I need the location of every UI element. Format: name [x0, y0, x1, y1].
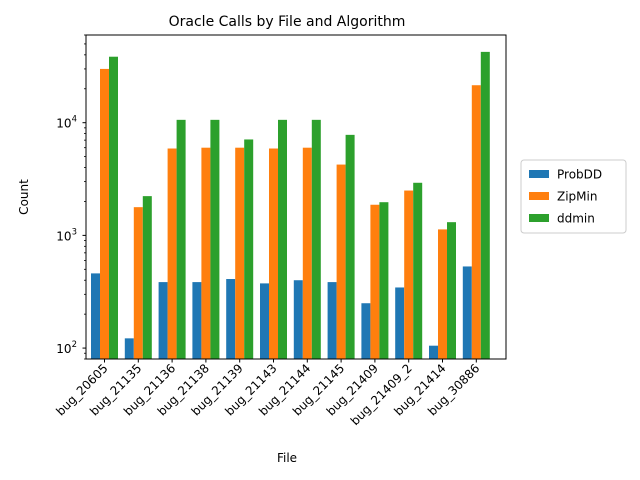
bar-probdd-bug_21409_2	[395, 287, 405, 359]
legend-swatch-zipmin	[529, 192, 549, 200]
bar-probdd-bug_21143	[260, 283, 269, 359]
y-tick-label: 102	[56, 340, 77, 356]
bar-probdd-bug_30886	[462, 266, 472, 359]
chart-title: Oracle Calls by File and Algorithm	[169, 14, 406, 30]
legend-swatch-ddmin	[529, 214, 549, 222]
bar-probdd-bug_21135	[124, 338, 134, 359]
bar-zipmin-bug_21409	[370, 204, 380, 359]
bar-ddmin-bug_21414	[447, 222, 456, 359]
legend-swatch-probdd	[529, 170, 549, 178]
bar-zipmin-bug_21139	[235, 147, 245, 359]
bar-ddmin-bug_21135	[142, 196, 152, 359]
bar-probdd-bug_21138	[192, 282, 202, 359]
bar-probdd-bug_21139	[226, 279, 236, 359]
bar-ddmin-bug_21136	[176, 119, 186, 359]
bar-zipmin-bug_21136	[167, 148, 177, 359]
x-axis-label: File	[277, 451, 297, 465]
bar-ddmin-bug_21139	[244, 139, 254, 359]
bar-ddmin-bug_21409_2	[413, 182, 423, 359]
legend-label-ddmin: ddmin	[557, 212, 595, 226]
y-axis-label: Count	[17, 179, 31, 215]
bar-ddmin-bug_20605	[109, 56, 118, 360]
bar-zipmin-bug_21144	[302, 147, 312, 359]
legend-label-zipmin: ZipMin	[557, 190, 597, 204]
bar-zipmin-bug_21409_2	[404, 190, 414, 359]
bar-probdd-bug_20605	[91, 273, 100, 359]
bar-ddmin-bug_21143	[278, 119, 287, 359]
bar-probdd-bug_21409	[361, 303, 371, 359]
bar-ddmin-bug_21138	[210, 119, 220, 359]
y-tick-label: 103	[56, 227, 77, 243]
legend: ProbDD ZipMin ddmin	[520, 159, 627, 234]
bar-probdd-bug_21145	[327, 282, 337, 359]
bar-probdd-bug_21136	[158, 282, 168, 359]
bar-zipmin-bug_30886	[471, 85, 481, 359]
bar-zipmin-bug_21414	[438, 229, 447, 359]
bar-zipmin-bug_21138	[201, 147, 211, 359]
bar-ddmin-bug_21144	[311, 119, 321, 359]
bar-probdd-bug_21414	[429, 345, 438, 359]
bar-ddmin-bug_21145	[345, 134, 355, 359]
bar-zipmin-bug_20605	[100, 68, 109, 360]
bar-zipmin-bug_21135	[133, 207, 143, 359]
plot-frame	[85, 34, 507, 360]
y-tick-label: 104	[56, 115, 77, 131]
bars-group	[91, 51, 490, 360]
bar-probdd-bug_21144	[293, 280, 303, 359]
legend-label-probdd: ProbDD	[557, 168, 602, 182]
bar-zipmin-bug_21145	[336, 164, 346, 359]
bar-ddmin-bug_21409	[379, 202, 389, 359]
y-axis-ticks: 102 103 104	[56, 34, 86, 360]
bar-zipmin-bug_21143	[269, 148, 278, 359]
bar-ddmin-bug_30886	[480, 51, 490, 360]
